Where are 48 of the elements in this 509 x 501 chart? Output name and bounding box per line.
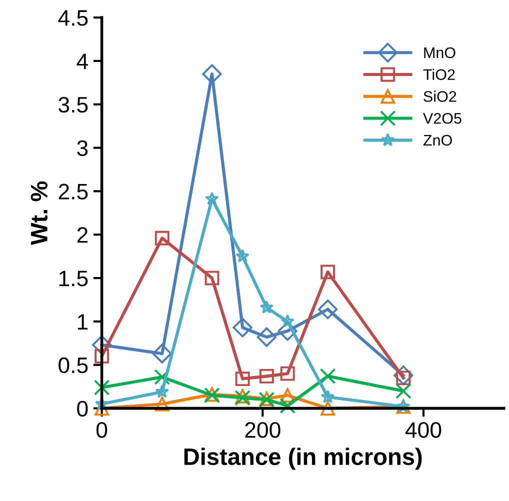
point [236, 249, 250, 262]
y-tick-label: 3.5 [58, 96, 88, 113]
point [154, 396, 170, 412]
point [394, 366, 414, 386]
y-tick-label: 0.5 [58, 357, 88, 374]
y-tick-label: 4 [76, 54, 88, 70]
x-tick-label: 200 [245, 422, 280, 438]
point [232, 318, 252, 338]
legend-label: ZnO [423, 134, 452, 146]
point [259, 368, 274, 384]
point [395, 383, 412, 399]
point [280, 314, 294, 328]
point [235, 372, 250, 386]
point [320, 368, 336, 384]
point [280, 398, 296, 414]
x-axis-title: Distance (in microns) [184, 448, 422, 470]
y-tick-label: 3 [77, 140, 88, 156]
y-tick-label: 2.5 [58, 184, 88, 200]
point [154, 369, 170, 385]
point [320, 401, 336, 416]
point [278, 321, 298, 341]
point [280, 388, 295, 403]
point [205, 192, 219, 206]
legend-label: TiO2 [423, 68, 455, 80]
point [256, 327, 276, 347]
point [94, 380, 110, 396]
y-tick-label: 0 [77, 400, 88, 417]
y-tick-label: 4.5 [58, 10, 88, 26]
point [280, 366, 295, 381]
y-tick-label: 1.5 [59, 270, 88, 286]
y-tick-label: 2 [77, 227, 88, 243]
point [154, 230, 170, 246]
legend-label: MnO [424, 47, 456, 58]
y-tick-label: 1 [78, 314, 88, 330]
point [94, 348, 110, 364]
x-tick-label: 0 [96, 422, 108, 438]
point [320, 264, 336, 280]
point [318, 300, 338, 320]
point [204, 270, 220, 286]
y-axis-title: Wt. % [30, 181, 48, 246]
point [320, 390, 335, 404]
legend-label: V2O5 [423, 112, 462, 124]
point [202, 64, 222, 84]
x-tick-label: 400 [405, 422, 442, 438]
legend-label: SiO2 [424, 90, 456, 102]
point [152, 344, 172, 364]
point [155, 384, 170, 398]
point [260, 300, 274, 314]
